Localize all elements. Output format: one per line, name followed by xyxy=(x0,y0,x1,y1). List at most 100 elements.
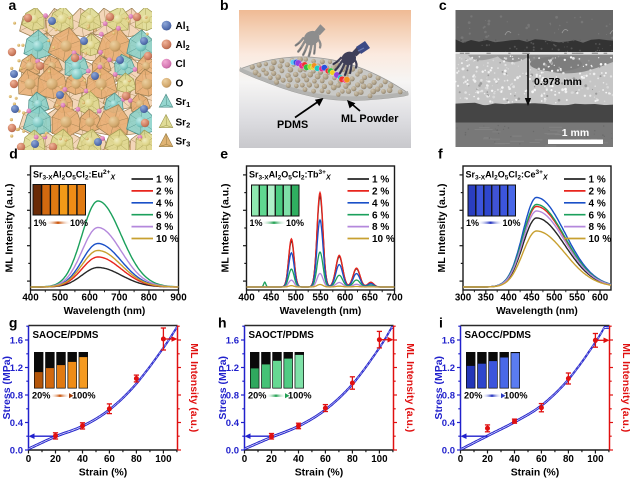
svg-text:60: 60 xyxy=(104,454,115,465)
svg-text:8 %: 8 % xyxy=(156,222,173,233)
svg-text:650: 650 xyxy=(362,293,379,304)
svg-text:500: 500 xyxy=(546,293,563,304)
svg-text:O: O xyxy=(176,78,184,89)
svg-text:80: 80 xyxy=(131,454,142,465)
svg-text:1.6: 1.6 xyxy=(10,335,23,346)
svg-text:20: 20 xyxy=(50,454,61,465)
svg-text:400: 400 xyxy=(238,293,255,304)
svg-text:0.4: 0.4 xyxy=(442,418,456,429)
svg-text:ML Intensity (a.u.): ML Intensity (a.u.) xyxy=(188,343,200,432)
svg-text:20%: 20% xyxy=(464,391,482,401)
svg-text:0.8: 0.8 xyxy=(226,390,239,401)
svg-text:Sr3-XAl2O5Cl2:Tb3+X: Sr3-XAl2O5Cl2:Tb3+X xyxy=(249,169,332,182)
svg-text:1.6: 1.6 xyxy=(442,335,455,346)
svg-text:Stress (MPa): Stress (MPa) xyxy=(217,356,229,420)
svg-text:ML Intensity (a.u.): ML Intensity (a.u.) xyxy=(404,343,416,432)
svg-text:Sr2: Sr2 xyxy=(176,118,191,130)
svg-text:Al1: Al1 xyxy=(176,21,190,33)
svg-text:PDMS: PDMS xyxy=(277,119,308,131)
svg-text:0.0: 0.0 xyxy=(226,445,239,456)
svg-text:100: 100 xyxy=(155,454,172,465)
svg-text:0.8: 0.8 xyxy=(442,390,455,401)
svg-text:10%: 10% xyxy=(503,218,521,228)
svg-text:800: 800 xyxy=(141,293,158,304)
svg-text:550: 550 xyxy=(312,293,329,304)
svg-text:Cl: Cl xyxy=(176,59,186,70)
svg-text:0: 0 xyxy=(458,454,464,465)
svg-text:40: 40 xyxy=(509,454,520,465)
svg-text:Strain (%): Strain (%) xyxy=(79,468,128,479)
svg-text:20%: 20% xyxy=(248,391,266,401)
svg-text:SAOCT/PDMS: SAOCT/PDMS xyxy=(249,330,315,341)
svg-text:1.2: 1.2 xyxy=(10,363,23,374)
svg-text:700: 700 xyxy=(111,293,128,304)
svg-text:ML Intensity (a.u.): ML Intensity (a.u.) xyxy=(220,183,232,272)
svg-text:20: 20 xyxy=(482,454,493,465)
svg-text:4 %: 4 % xyxy=(589,198,606,209)
svg-text:40: 40 xyxy=(77,454,88,465)
svg-text:6 %: 6 % xyxy=(372,210,389,221)
svg-text:f: f xyxy=(438,146,443,162)
svg-text:Sr3: Sr3 xyxy=(176,137,191,149)
svg-text:1%: 1% xyxy=(250,218,263,228)
svg-text:ML Intensity (a.u.): ML Intensity (a.u.) xyxy=(436,183,448,272)
svg-text:10 %: 10 % xyxy=(589,234,612,245)
svg-text:Strain (%): Strain (%) xyxy=(511,468,560,479)
svg-text:Sr1: Sr1 xyxy=(176,97,191,109)
svg-text:SAOCE/PDMS: SAOCE/PDMS xyxy=(33,330,99,341)
svg-text:Strain (%): Strain (%) xyxy=(295,468,344,479)
svg-text:0.4: 0.4 xyxy=(226,418,240,429)
svg-text:600: 600 xyxy=(82,293,99,304)
svg-text:0.978 mm: 0.978 mm xyxy=(534,76,582,88)
svg-text:Wavelength (nm): Wavelength (nm) xyxy=(64,306,146,317)
svg-text:0.0: 0.0 xyxy=(10,445,23,456)
svg-text:100%: 100% xyxy=(504,391,528,401)
svg-text:Sr3-XAl2O5Cl2:Ce3+X: Sr3-XAl2O5Cl2:Ce3+X xyxy=(466,169,549,182)
svg-text:Stress (MPa): Stress (MPa) xyxy=(433,356,445,420)
svg-text:d: d xyxy=(9,146,18,162)
svg-text:10 %: 10 % xyxy=(372,234,395,245)
svg-text:10%: 10% xyxy=(70,218,88,228)
svg-text:6 %: 6 % xyxy=(156,210,173,221)
svg-text:1.2: 1.2 xyxy=(442,363,455,374)
svg-text:80: 80 xyxy=(563,454,574,465)
svg-text:1.6: 1.6 xyxy=(226,335,239,346)
svg-text:600: 600 xyxy=(337,293,354,304)
svg-text:0.0: 0.0 xyxy=(442,445,455,456)
svg-text:900: 900 xyxy=(170,293,187,304)
svg-text:100%: 100% xyxy=(72,391,96,401)
svg-text:0: 0 xyxy=(26,454,32,465)
svg-text:500: 500 xyxy=(52,293,69,304)
svg-text:0: 0 xyxy=(242,454,248,465)
svg-text:300: 300 xyxy=(455,293,472,304)
svg-text:8 %: 8 % xyxy=(372,222,389,233)
svg-text:10 %: 10 % xyxy=(156,234,179,245)
svg-text:1%: 1% xyxy=(466,218,479,228)
svg-text:1 %: 1 % xyxy=(589,175,606,186)
svg-text:20: 20 xyxy=(266,454,277,465)
svg-text:6 %: 6 % xyxy=(589,210,606,221)
svg-text:8 %: 8 % xyxy=(589,222,606,233)
svg-text:550: 550 xyxy=(569,293,586,304)
svg-text:b: b xyxy=(220,0,229,13)
svg-text:Wavelength (nm): Wavelength (nm) xyxy=(496,306,578,317)
svg-text:1 mm: 1 mm xyxy=(562,127,589,139)
svg-text:ML Powder: ML Powder xyxy=(341,113,399,125)
svg-text:400: 400 xyxy=(22,293,39,304)
svg-text:e: e xyxy=(220,146,228,162)
svg-text:Stress (MPa): Stress (MPa) xyxy=(1,356,13,420)
svg-text:40: 40 xyxy=(293,454,304,465)
svg-text:Sr3-XAl2O5Cl2:Eu2+X: Sr3-XAl2O5Cl2:Eu2+X xyxy=(33,169,116,182)
svg-text:350: 350 xyxy=(478,293,495,304)
svg-text:4 %: 4 % xyxy=(156,198,173,209)
svg-text:1%: 1% xyxy=(34,218,47,228)
svg-text:20%: 20% xyxy=(32,391,50,401)
svg-text:400: 400 xyxy=(500,293,517,304)
svg-text:450: 450 xyxy=(263,293,280,304)
svg-text:ML Intensity (a.u.): ML Intensity (a.u.) xyxy=(620,343,630,432)
svg-text:Wavelength (nm): Wavelength (nm) xyxy=(280,306,362,317)
svg-text:c: c xyxy=(439,0,447,13)
svg-text:2 %: 2 % xyxy=(372,187,389,198)
svg-text:a: a xyxy=(9,0,17,13)
svg-text:500: 500 xyxy=(288,293,305,304)
